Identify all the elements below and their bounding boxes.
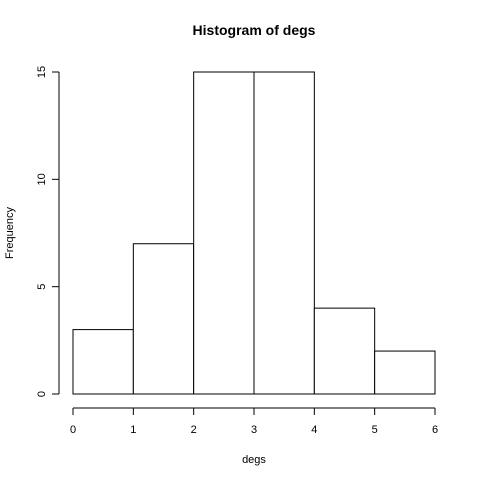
x-tick-label-2: 2 (191, 424, 197, 436)
y-tick-label-0: 0 (36, 391, 48, 397)
histogram-bar-2 (193, 71, 255, 395)
y-tick-label-10: 10 (36, 173, 48, 185)
histogram-bar-1 (132, 243, 195, 395)
x-axis: 0 1 2 3 4 5 6 (70, 407, 438, 436)
x-tick-label-0: 0 (70, 424, 76, 436)
y-axis-label: Frequency (4, 207, 16, 259)
x-tick-label-6: 6 (432, 424, 438, 436)
y-tick-label-15: 15 (36, 66, 48, 78)
y-axis: 0 5 10 15 (36, 66, 60, 397)
histogram-bar-3 (253, 71, 315, 395)
x-tick-label-1: 1 (130, 424, 136, 436)
histogram-bar-4 (313, 307, 376, 395)
x-tick-label-3: 3 (251, 424, 257, 436)
bars-group (72, 71, 436, 395)
x-axis-label: degs (242, 454, 266, 466)
x-tick-label-5: 5 (372, 424, 378, 436)
y-tick-label-5: 5 (36, 284, 48, 290)
histogram-bar-5 (374, 350, 436, 395)
histogram-bar-0 (72, 329, 134, 395)
x-tick-label-4: 4 (311, 424, 317, 436)
chart-title: Histogram of degs (193, 22, 316, 38)
